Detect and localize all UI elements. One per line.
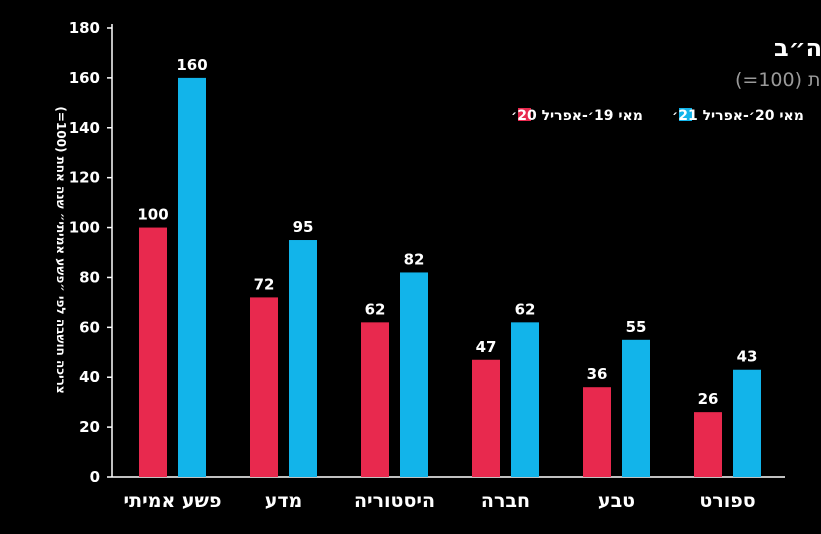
bar-value-label: 95 [293, 218, 314, 236]
y-tick-label: 180 [69, 19, 100, 37]
bar-value-label: 43 [737, 348, 758, 366]
y-tick-label: 100 [69, 219, 100, 237]
y-tick-label: 0 [90, 468, 100, 486]
bar [694, 412, 722, 477]
legend-label: מאי 19׳-אפריל 20׳ [511, 108, 643, 124]
x-tick-label: פשע אמיתי [124, 490, 222, 512]
bar-value-label: 47 [476, 338, 497, 356]
x-tick-label: חברה [481, 490, 530, 512]
bar [733, 369, 761, 477]
y-tick-label: 160 [69, 69, 100, 87]
bar [178, 77, 206, 477]
text-layer: תתי-ז׳אנרים דוקומנטרים נצרכים ביותר בארה… [54, 34, 821, 394]
axes-layer: 0 20 40 60 80 100 120 140 160 180 פשע אמיתי מדע היסט… [69, 19, 785, 512]
chart-title: תתי-ז׳אנרים דוקומנטרים נצרכים ביותר בארה… [774, 34, 821, 62]
bar [400, 272, 428, 477]
y-axis-label: צריכה חושבה לפי ״פשע אמיתי״ שנה אחת (100… [54, 106, 68, 393]
x-tick-label: טבע [598, 490, 635, 512]
y-tick-label: 60 [79, 318, 100, 336]
bar [511, 322, 539, 477]
chart-subtitle: צריכה חושבה לפי ״פשע אמיתי״ שנה אחת (100… [735, 69, 821, 91]
y-tick-label: 40 [79, 368, 100, 386]
bar-value-label: 55 [626, 318, 647, 336]
bar [583, 387, 611, 477]
legend-swatch [518, 108, 531, 121]
bar-value-label: 82 [404, 250, 425, 268]
bars-layer: 100 160 72 95 62 82 47 62 36 55 26 43 [137, 56, 761, 477]
y-tick-label: 140 [69, 119, 100, 137]
bar [622, 339, 650, 477]
bar-value-label: 62 [365, 300, 386, 318]
bar [250, 297, 278, 477]
bar-value-label: 160 [176, 56, 207, 74]
bar [472, 359, 500, 477]
x-tick-label: מדע [265, 490, 303, 512]
legend-label: מאי 20׳-אפריל 21׳ [672, 108, 804, 124]
bar-value-label: 72 [254, 275, 275, 293]
bar [139, 227, 167, 477]
y-tick-label: 20 [79, 418, 100, 436]
legend-swatch [679, 108, 692, 121]
x-tick-label: ספורט [699, 490, 755, 512]
y-tick-label: 120 [69, 169, 100, 187]
bar-value-label: 36 [587, 365, 608, 383]
y-tick-label: 80 [79, 268, 100, 286]
legend: מאי 20׳-אפריל 21׳ מאי 19׳-אפריל 20׳ [511, 108, 804, 124]
x-tick-label: היסטוריה [354, 490, 435, 512]
bar-value-label: 26 [698, 390, 719, 408]
bar [361, 322, 389, 477]
bar-value-label: 62 [515, 300, 536, 318]
bar-value-label: 100 [137, 206, 168, 224]
bar [289, 240, 317, 477]
